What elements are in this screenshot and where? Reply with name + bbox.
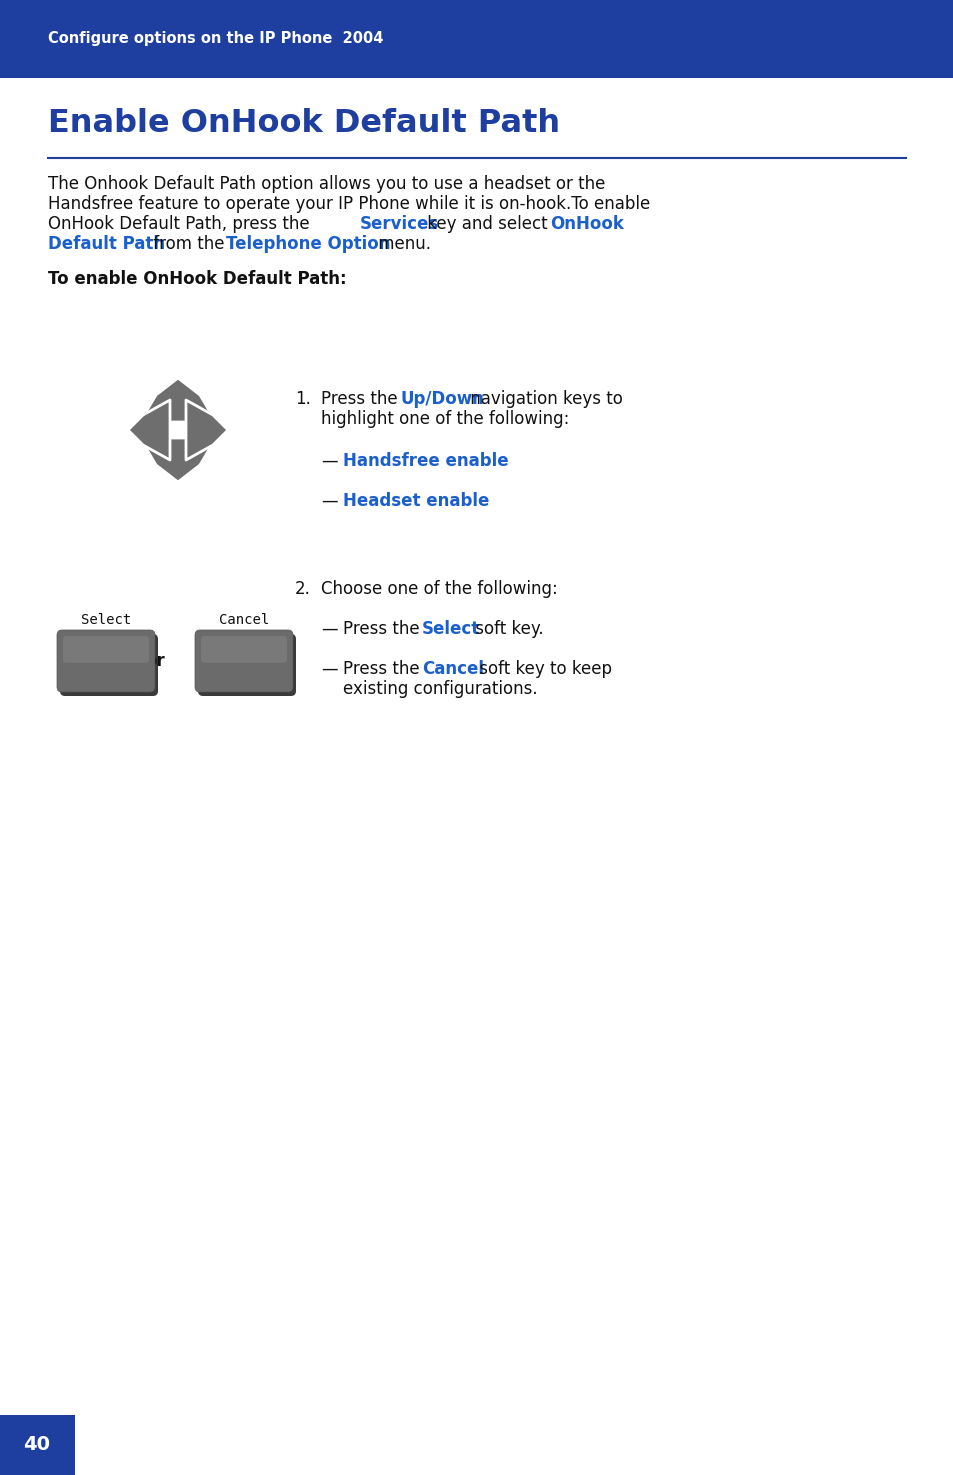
Text: Handsfree feature to operate your IP Phone while it is on-hook.To enable: Handsfree feature to operate your IP Pho… [48, 195, 650, 212]
Text: key and select: key and select [421, 215, 553, 233]
Text: Default Path: Default Path [48, 235, 165, 254]
Polygon shape [186, 400, 228, 460]
Text: or: or [145, 652, 165, 670]
Text: Handsfree enable: Handsfree enable [343, 451, 508, 471]
Text: Select: Select [81, 614, 131, 627]
Bar [0, 0, 953, 78]
Text: Press the: Press the [320, 389, 402, 409]
Text: 1.: 1. [294, 389, 311, 409]
Polygon shape [128, 400, 170, 460]
FancyBboxPatch shape [57, 630, 154, 692]
FancyBboxPatch shape [60, 634, 158, 696]
FancyBboxPatch shape [63, 636, 149, 662]
Text: —: — [320, 620, 337, 639]
Text: Press the: Press the [343, 659, 424, 679]
Text: —: — [320, 659, 337, 679]
Text: Services: Services [359, 215, 438, 233]
Text: 40: 40 [24, 1435, 51, 1454]
FancyBboxPatch shape [201, 636, 287, 662]
Text: Up/Down: Up/Down [400, 389, 484, 409]
Text: —: — [320, 493, 337, 510]
Text: Select: Select [421, 620, 479, 639]
Polygon shape [140, 378, 215, 422]
Text: —: — [320, 451, 337, 471]
Text: Choose one of the following:: Choose one of the following: [320, 580, 558, 597]
Text: Enable OnHook Default Path: Enable OnHook Default Path [48, 108, 559, 139]
Text: Press the: Press the [343, 620, 424, 639]
FancyBboxPatch shape [194, 630, 293, 692]
FancyBboxPatch shape [198, 634, 295, 696]
Text: soft key.: soft key. [470, 620, 543, 639]
Text: Configure options on the IP Phone  2004: Configure options on the IP Phone 2004 [48, 31, 383, 47]
Text: 2.: 2. [294, 580, 311, 597]
Text: Cancel: Cancel [421, 659, 483, 679]
Text: OnHook: OnHook [550, 215, 623, 233]
Text: existing configurations.: existing configurations. [343, 680, 537, 698]
Text: soft key to keep: soft key to keep [474, 659, 612, 679]
Text: navigation keys to: navigation keys to [464, 389, 622, 409]
Text: The Onhook Default Path option allows you to use a headset or the: The Onhook Default Path option allows yo… [48, 176, 605, 193]
Text: To enable OnHook Default Path:: To enable OnHook Default Path: [48, 270, 346, 288]
Text: highlight one of the following:: highlight one of the following: [320, 410, 569, 428]
Text: Telephone Option: Telephone Option [226, 235, 390, 254]
Text: menu.: menu. [373, 235, 431, 254]
Text: from the: from the [148, 235, 230, 254]
Text: Headset enable: Headset enable [343, 493, 489, 510]
Text: Cancel: Cancel [218, 614, 269, 627]
Text: OnHook Default Path, press the: OnHook Default Path, press the [48, 215, 314, 233]
Bar [0, 1415, 75, 1475]
Polygon shape [140, 438, 215, 482]
